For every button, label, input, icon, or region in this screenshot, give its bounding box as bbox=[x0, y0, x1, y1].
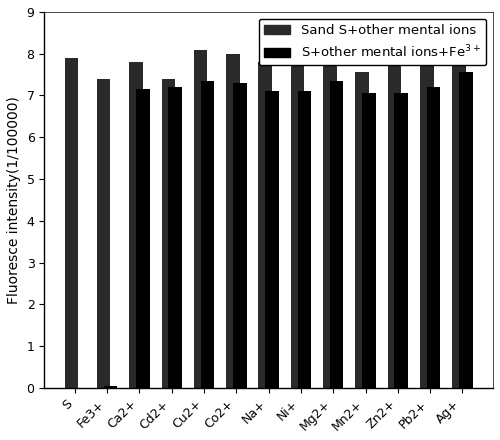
Bar bbox=[168, 87, 182, 388]
Bar bbox=[420, 54, 434, 388]
Bar bbox=[291, 60, 304, 388]
Bar bbox=[362, 93, 376, 388]
Bar bbox=[194, 50, 207, 388]
Bar bbox=[129, 62, 143, 388]
Bar bbox=[356, 73, 369, 388]
Bar bbox=[330, 81, 344, 388]
Bar bbox=[265, 91, 279, 388]
Bar bbox=[323, 45, 336, 388]
Y-axis label: Fluoresce intensity(1/100000): Fluoresce intensity(1/100000) bbox=[7, 96, 21, 304]
Bar bbox=[258, 62, 272, 388]
Bar bbox=[394, 93, 408, 388]
Bar bbox=[427, 87, 440, 388]
Bar bbox=[298, 91, 311, 388]
Bar bbox=[64, 58, 78, 388]
Bar bbox=[162, 79, 175, 388]
Legend: Sand S+other mental ions, S+other mental ions+Fe$^{3+}$: Sand S+other mental ions, S+other mental… bbox=[258, 18, 486, 65]
Bar bbox=[388, 54, 402, 388]
Bar bbox=[104, 386, 118, 388]
Bar bbox=[97, 79, 110, 388]
Bar bbox=[233, 83, 246, 388]
Bar bbox=[226, 54, 239, 388]
Bar bbox=[136, 89, 149, 388]
Bar bbox=[459, 73, 472, 388]
Bar bbox=[452, 43, 466, 388]
Bar bbox=[200, 81, 214, 388]
